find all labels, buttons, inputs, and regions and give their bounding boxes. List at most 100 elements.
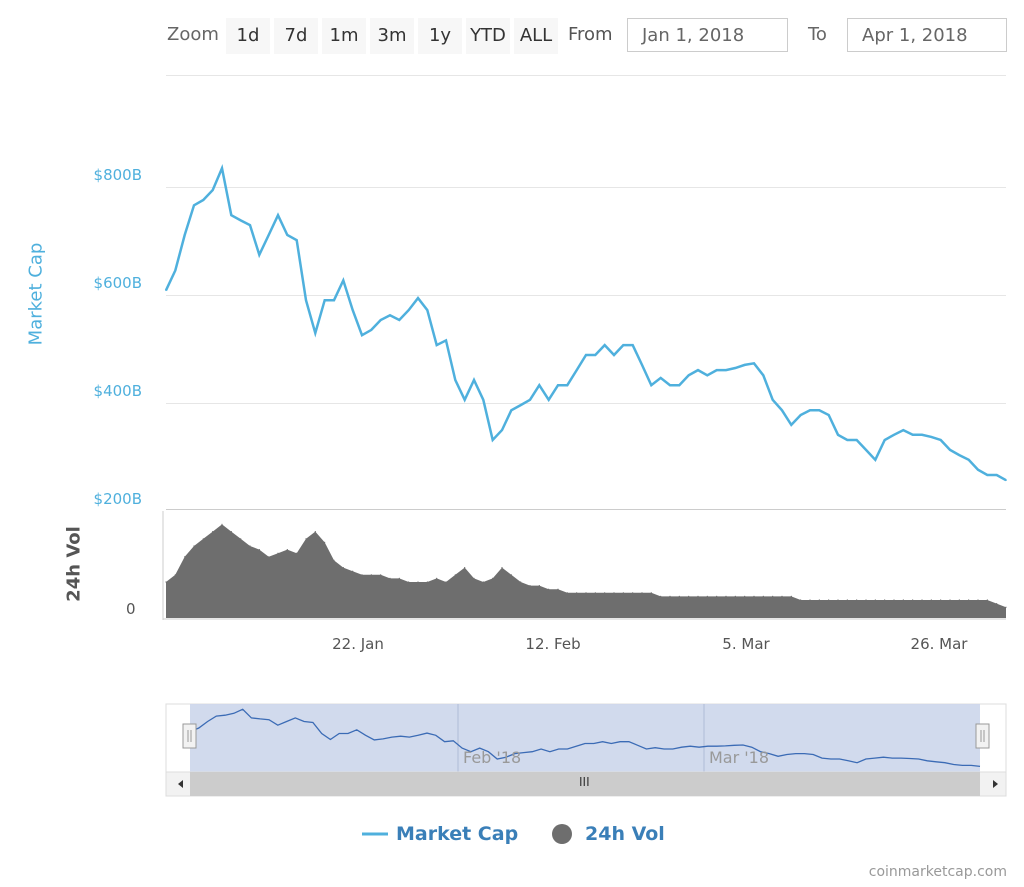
market-cap-point [687, 374, 690, 377]
volume-point [352, 570, 354, 572]
market-cap-point [809, 409, 811, 412]
market-cap-point [575, 369, 578, 371]
volume-point [874, 599, 876, 601]
volume-point [538, 585, 540, 587]
market-cap-point [827, 414, 830, 416]
market-cap-point [379, 319, 382, 321]
market-cap-point [501, 429, 503, 431]
credits-link[interactable]: coinmarketcap.com [868, 864, 1007, 880]
volume-point [837, 599, 839, 601]
market-cap-point [277, 214, 279, 216]
volume-point [930, 599, 932, 601]
market-cap-point [911, 433, 914, 436]
volume-point [744, 595, 746, 598]
x-tick-label: 26. Mar [910, 635, 968, 653]
volume-point [408, 581, 410, 583]
volume-point [426, 581, 428, 583]
market-cap-point [771, 399, 774, 401]
volume-point [510, 574, 512, 576]
grid-line [166, 75, 1006, 76]
market-cap-point [193, 204, 195, 207]
volume-point [632, 592, 634, 594]
legend-item-volume[interactable]: 24h Vol [585, 823, 665, 845]
market-cap-point [995, 474, 998, 476]
market-cap-point [799, 414, 802, 416]
from-date-input[interactable]: Jan 1, 2018 [627, 18, 788, 52]
market-cap-point [790, 424, 793, 426]
market-cap-point [659, 377, 662, 379]
market-cap-point [622, 344, 625, 346]
market-cap-point [211, 189, 214, 191]
volume-point [902, 599, 904, 601]
market-cap-point [454, 379, 457, 381]
volume-point [678, 595, 680, 598]
volume-point [604, 592, 606, 594]
market-cap-point [977, 468, 979, 471]
zoom-1d-button[interactable]: 1d [226, 18, 270, 54]
volume-point [314, 531, 316, 533]
zoom-7d-button[interactable]: 7d [274, 18, 318, 54]
navigator-selection[interactable] [190, 704, 980, 772]
volume-point [688, 595, 690, 598]
market-cap-point [305, 299, 307, 302]
market-cap-point [678, 384, 681, 387]
volume-point [800, 599, 802, 601]
volume-point [949, 599, 951, 601]
market-cap-point [613, 354, 615, 356]
scroll-left-arrow-icon[interactable] [178, 780, 183, 788]
market-cap-point [351, 309, 354, 311]
zoom-ytd-button[interactable]: YTD [466, 18, 510, 54]
volume-point [557, 588, 559, 590]
market-cap-point [174, 269, 177, 272]
volume-point [230, 531, 232, 533]
to-label: To [808, 24, 827, 45]
volume-point [790, 595, 792, 598]
navigator-handle-right[interactable] [975, 723, 990, 749]
market-cap-point [902, 429, 905, 431]
market-cap-point [949, 449, 951, 451]
market-cap-point [967, 459, 970, 461]
market-cap-point [249, 224, 251, 226]
volume-point [492, 577, 494, 580]
market-cap-point [389, 314, 391, 317]
volume-point [986, 599, 988, 601]
volume-point [753, 595, 755, 598]
volume-point [576, 592, 578, 594]
legend-item-market-cap[interactable]: Market Cap [396, 823, 519, 845]
volume-point [286, 549, 288, 551]
volume-point [650, 592, 652, 594]
market-cap-point [706, 374, 709, 377]
market-cap-point [426, 309, 429, 311]
volume-point [548, 588, 550, 590]
market-cap-point [762, 374, 765, 377]
market-cap-point [631, 344, 634, 346]
navigator-handle-left[interactable] [182, 723, 197, 749]
zoom-all-button[interactable]: ALL [514, 18, 558, 54]
volume-point [454, 574, 456, 576]
volume-point [968, 599, 970, 601]
market-cap-point [286, 234, 289, 236]
volume-point [398, 577, 400, 580]
volume-point [333, 559, 335, 562]
volume-point [697, 595, 699, 598]
market-cap-point [603, 344, 606, 346]
zoom-1m-button[interactable]: 1m [322, 18, 366, 54]
market-cap-point [725, 369, 727, 371]
zoom-1y-button[interactable]: 1y [418, 18, 462, 54]
volume-point [174, 574, 176, 576]
market-cap-point [202, 199, 205, 201]
market-cap-point [473, 379, 475, 381]
zoom-3m-button[interactable]: 3m [370, 18, 414, 54]
market-cap-point [893, 433, 895, 436]
scroll-right-arrow-icon[interactable] [993, 780, 998, 788]
market-cap-point [463, 399, 466, 401]
market-cap-point [753, 362, 755, 365]
market-cap-point [323, 299, 326, 302]
market-cap-point [547, 399, 550, 401]
market-cap-point [482, 399, 485, 401]
market-cap-point [855, 439, 858, 441]
scrollbar-grip[interactable]: III [579, 775, 590, 789]
scrollbar-thumb[interactable] [190, 772, 980, 796]
to-date-input[interactable]: Apr 1, 2018 [847, 18, 1007, 52]
volume-point [202, 538, 204, 540]
